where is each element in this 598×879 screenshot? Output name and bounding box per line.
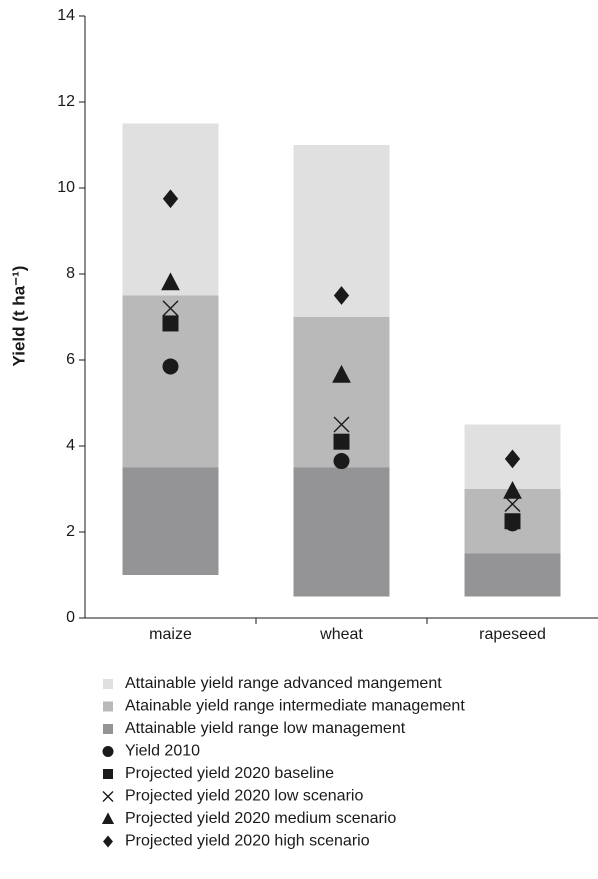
point <box>162 300 179 317</box>
legend-label: Yield 2010 <box>125 743 200 760</box>
y-tick-label: 4 <box>66 437 75 454</box>
point <box>504 513 521 530</box>
point <box>333 433 350 450</box>
legend-label: Atainable yield range intermediate manag… <box>125 698 465 715</box>
legend-marker <box>102 791 114 802</box>
legend-label: Projected yield 2020 high scenario <box>125 833 370 850</box>
legend-label: Attainable yield range low management <box>125 720 406 737</box>
x-tick-label: wheat <box>319 626 363 643</box>
legend-label: Projected yield 2020 baseline <box>125 765 334 782</box>
legend-swatch <box>103 701 113 712</box>
legend-label: Attainable yield range advanced mangemen… <box>125 675 442 692</box>
y-tick-label: 10 <box>57 179 75 196</box>
point <box>332 364 351 383</box>
point <box>333 453 350 470</box>
x-tick-label: maize <box>149 626 192 643</box>
y-tick-label: 0 <box>66 609 75 626</box>
range-bar <box>122 123 219 296</box>
point <box>161 272 180 291</box>
legend-label: Projected yield 2020 medium scenario <box>125 810 396 827</box>
legend-swatch <box>103 724 113 734</box>
point <box>504 496 521 513</box>
point <box>504 449 521 469</box>
range-bar <box>464 553 561 597</box>
y-tick-label: 12 <box>57 93 75 110</box>
y-tick-label: 2 <box>66 523 75 540</box>
legend-label: Projected yield 2020 low scenario <box>125 788 363 805</box>
point <box>333 286 350 305</box>
legend-marker <box>102 746 114 757</box>
x-tick-label: rapeseed <box>479 626 546 643</box>
range-bar <box>122 467 219 575</box>
legend-marker <box>103 769 113 779</box>
y-tick-label: 14 <box>57 7 75 24</box>
legend-marker <box>101 812 115 824</box>
legend-marker <box>103 835 113 848</box>
y-axis-label: Yield (t ha⁻¹) <box>9 266 28 367</box>
y-tick-label: 6 <box>66 351 75 368</box>
point <box>162 358 179 375</box>
legend-swatch <box>103 679 113 689</box>
point <box>162 189 179 209</box>
point <box>503 480 522 499</box>
range-bar <box>293 467 390 597</box>
point <box>162 315 179 332</box>
y-tick-label: 8 <box>66 265 75 282</box>
point <box>333 416 350 433</box>
